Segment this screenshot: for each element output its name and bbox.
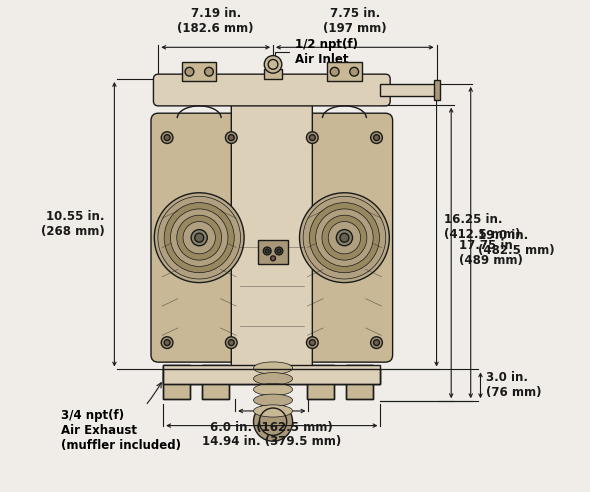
Circle shape: [300, 193, 389, 282]
Circle shape: [254, 402, 293, 441]
Circle shape: [161, 337, 173, 348]
Bar: [258, 240, 288, 264]
Bar: [163, 369, 381, 384]
Circle shape: [225, 132, 237, 144]
Circle shape: [164, 339, 170, 345]
Text: 7.19 in.
(182.6 mm): 7.19 in. (182.6 mm): [178, 7, 254, 35]
Circle shape: [228, 339, 234, 345]
FancyBboxPatch shape: [151, 113, 247, 362]
FancyBboxPatch shape: [231, 97, 312, 369]
Circle shape: [164, 135, 170, 141]
Ellipse shape: [254, 383, 293, 396]
Circle shape: [161, 132, 173, 144]
Circle shape: [328, 221, 360, 254]
Circle shape: [164, 203, 234, 273]
Bar: [307, 365, 334, 399]
Text: 16.25 in.
(412.5 mm): 16.25 in. (412.5 mm): [444, 213, 520, 241]
Bar: [381, 84, 437, 96]
Circle shape: [340, 233, 349, 242]
FancyBboxPatch shape: [296, 113, 392, 362]
Circle shape: [271, 256, 276, 261]
Circle shape: [185, 67, 194, 76]
Text: 3.0 in.
(76 mm): 3.0 in. (76 mm): [486, 371, 542, 400]
Text: 3/4 npt(f)
Air Exhaust
(muffler included): 3/4 npt(f) Air Exhaust (muffler included…: [61, 383, 181, 452]
Ellipse shape: [254, 362, 293, 374]
Circle shape: [309, 203, 379, 273]
Circle shape: [306, 337, 318, 348]
Text: 10.55 in.
(268 mm): 10.55 in. (268 mm): [41, 210, 104, 238]
Circle shape: [171, 209, 228, 266]
Text: 19.0 in.
(482.5 mm): 19.0 in. (482.5 mm): [478, 229, 555, 256]
Ellipse shape: [254, 394, 293, 406]
Circle shape: [330, 67, 339, 76]
Ellipse shape: [254, 405, 293, 417]
Text: 6.0 in. (162.5 mm): 6.0 in. (162.5 mm): [211, 421, 333, 434]
Circle shape: [205, 67, 214, 76]
Bar: [346, 365, 373, 399]
Bar: [434, 80, 440, 100]
Circle shape: [277, 249, 281, 253]
Bar: [307, 365, 334, 399]
FancyBboxPatch shape: [153, 74, 390, 106]
Circle shape: [191, 230, 207, 246]
Text: 17.75 in.
(489 mm): 17.75 in. (489 mm): [458, 239, 522, 267]
Circle shape: [303, 196, 386, 279]
Bar: [163, 365, 381, 384]
Circle shape: [183, 221, 215, 254]
Circle shape: [263, 247, 271, 255]
Circle shape: [350, 67, 359, 76]
Text: 7.19 in.
(182.6 mm): 7.19 in. (182.6 mm): [51, 490, 59, 492]
Bar: [163, 365, 190, 399]
Text: 7.75 in.
(197 mm): 7.75 in. (197 mm): [323, 7, 386, 35]
Bar: [346, 365, 373, 399]
Circle shape: [225, 337, 237, 348]
Circle shape: [309, 135, 315, 141]
Ellipse shape: [254, 372, 293, 385]
Bar: [264, 69, 282, 79]
Circle shape: [158, 196, 241, 279]
Circle shape: [371, 337, 382, 348]
Bar: [327, 62, 362, 82]
Circle shape: [264, 56, 282, 73]
Circle shape: [322, 215, 367, 260]
Bar: [202, 365, 229, 399]
Text: 14.94 in. (379.5 mm): 14.94 in. (379.5 mm): [202, 435, 342, 448]
Circle shape: [195, 233, 204, 242]
Circle shape: [373, 135, 379, 141]
Bar: [202, 365, 229, 399]
Text: 1/2 npt(f)
Air Inlet: 1/2 npt(f) Air Inlet: [273, 38, 358, 66]
Bar: [182, 62, 217, 82]
Circle shape: [316, 209, 373, 266]
Circle shape: [177, 215, 222, 260]
Circle shape: [266, 249, 269, 253]
Circle shape: [306, 132, 318, 144]
Circle shape: [228, 135, 234, 141]
Circle shape: [275, 247, 283, 255]
Circle shape: [373, 339, 379, 345]
Circle shape: [371, 132, 382, 144]
Circle shape: [336, 230, 352, 246]
Bar: [163, 369, 381, 384]
Bar: [163, 365, 190, 399]
Circle shape: [155, 193, 244, 282]
Circle shape: [309, 339, 315, 345]
